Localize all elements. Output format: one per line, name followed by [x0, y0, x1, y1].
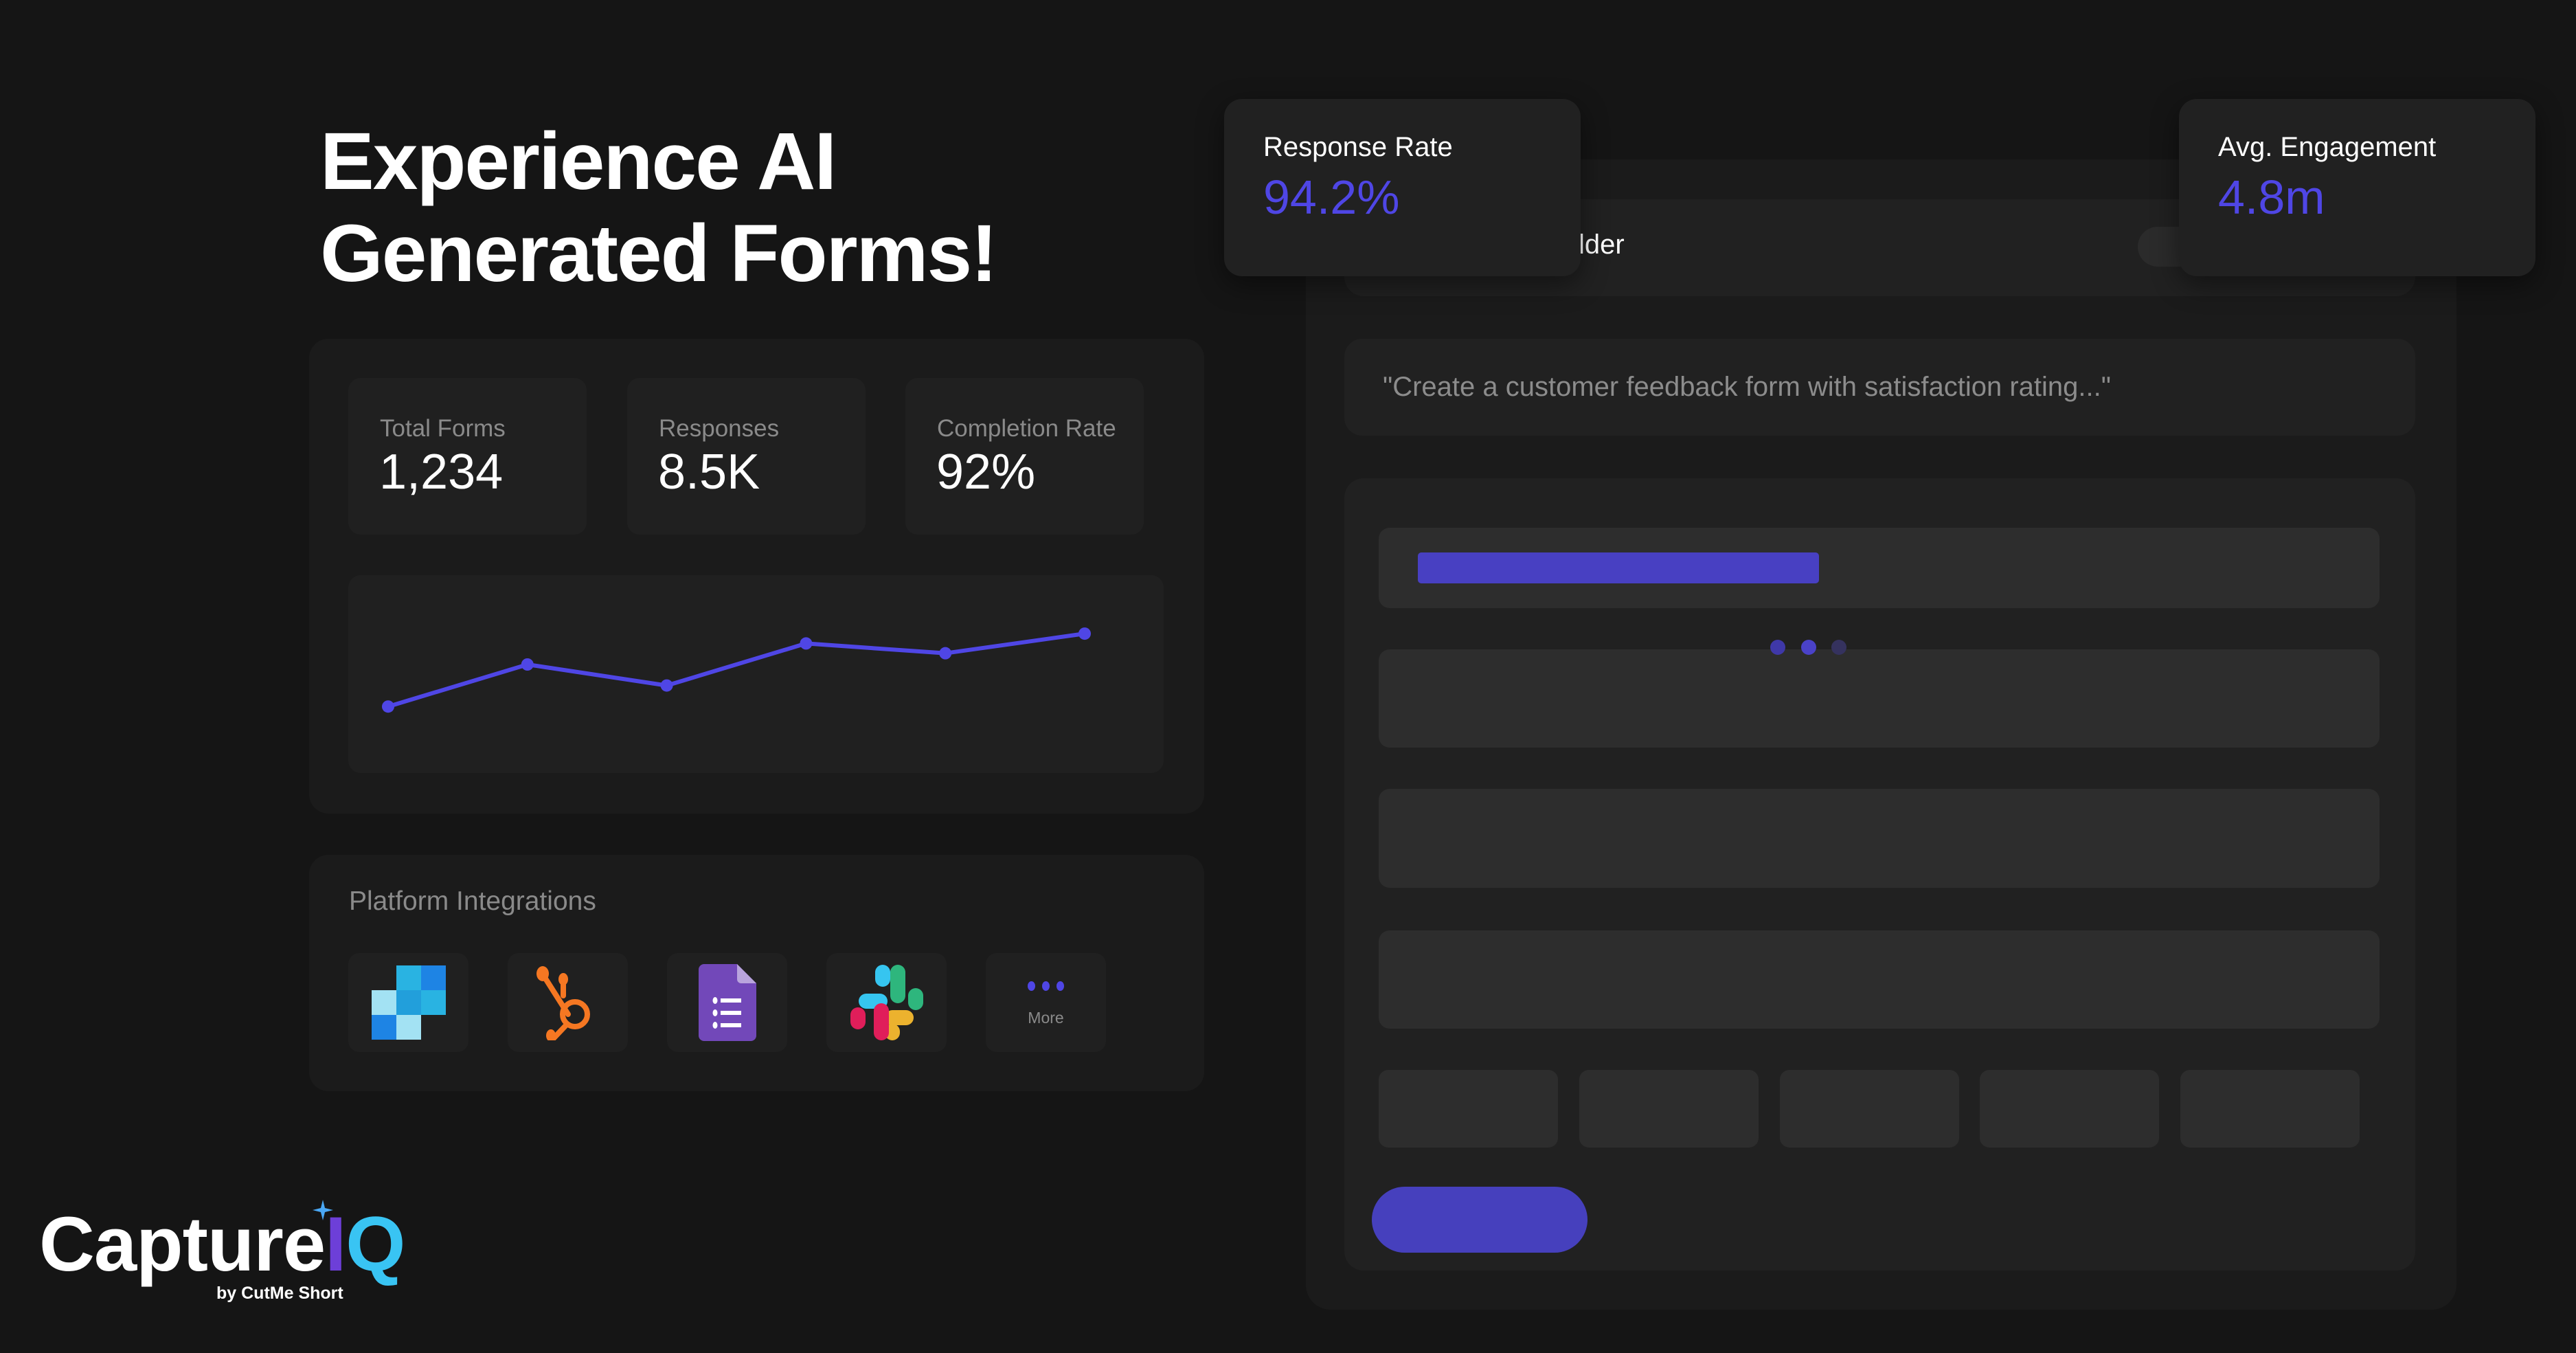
more-dots-icon — [1028, 981, 1064, 991]
stat-card-completion-rate: Completion Rate 92% — [905, 378, 1144, 535]
generation-progress-bar — [1418, 552, 1819, 583]
hubspot-icon — [536, 966, 590, 1040]
chart-data-point — [939, 647, 952, 660]
rating-option[interactable] — [1379, 1070, 1558, 1148]
rating-option[interactable] — [1980, 1070, 2159, 1148]
chart-data-point — [521, 658, 534, 671]
rating-option[interactable] — [1579, 1070, 1759, 1148]
rating-option[interactable] — [2180, 1070, 2360, 1148]
integration-tile-more[interactable]: More — [986, 953, 1106, 1052]
prompt-text: "Create a customer feedback form with sa… — [1383, 372, 2111, 402]
stat-card-responses: Responses 8.5K — [627, 378, 866, 535]
stat-value: 1,234 — [379, 445, 504, 500]
stat-card-total-forms: Total Forms 1,234 — [348, 378, 587, 535]
slack-icon — [850, 965, 923, 1040]
more-label: More — [1028, 1008, 1064, 1027]
loading-dot — [1770, 640, 1785, 655]
integration-tile-hubspot[interactable] — [508, 953, 628, 1052]
metric-card-response-rate: Response Rate 94.2% — [1224, 99, 1581, 276]
google-forms-icon — [698, 964, 756, 1041]
stat-value: 8.5K — [658, 445, 760, 500]
logo-word-i: I — [325, 1201, 346, 1287]
hero-title-line-2: Generated Forms! — [320, 208, 997, 299]
stat-label: Responses — [659, 415, 780, 442]
chart-data-point — [800, 637, 813, 650]
form-field[interactable] — [1379, 789, 2380, 888]
stat-label: Total Forms — [380, 415, 506, 442]
hero-title: Experience AI Generated Forms! — [320, 115, 1213, 300]
chart-data-point — [1078, 627, 1091, 640]
submit-button[interactable] — [1372, 1187, 1588, 1253]
rating-option[interactable] — [1780, 1070, 1959, 1148]
integrations-title: Platform Integrations — [349, 886, 596, 916]
chart-data-point — [660, 679, 673, 692]
chart-data-point — [382, 700, 394, 713]
form-field[interactable] — [1379, 930, 2380, 1029]
loading-dot — [1801, 640, 1816, 655]
logo-tagline: by CutMe Short — [216, 1284, 343, 1303]
pixel-grid-icon — [371, 965, 446, 1040]
builder-header-title: lder — [1579, 230, 1625, 260]
hero-title-line-1: Experience AI — [320, 116, 837, 207]
stat-label: Completion Rate — [937, 415, 1116, 442]
metric-value: 94.2% — [1263, 170, 1400, 224]
integration-tile-blue-squares[interactable] — [348, 953, 468, 1052]
line-chart-svg — [382, 627, 1091, 713]
logo-wordmark: CaptureIQ — [39, 1200, 405, 1289]
form-field[interactable] — [1379, 649, 2380, 748]
integration-tile-slack[interactable] — [826, 953, 947, 1052]
metric-label: Avg. Engagement — [2218, 132, 2437, 162]
line-chart — [348, 575, 1164, 773]
captureiq-logo: CaptureIQ by CutMe Short — [39, 1200, 405, 1310]
sparkle-icon — [313, 1200, 333, 1220]
logo-word-q: Q — [346, 1201, 405, 1287]
metric-value: 4.8m — [2218, 170, 2325, 224]
integration-tile-google-forms[interactable] — [667, 953, 787, 1052]
loading-dot — [1831, 640, 1846, 655]
metric-card-avg-engagement: Avg. Engagement 4.8m — [2179, 99, 2535, 276]
logo-word-capture: Capture — [39, 1201, 326, 1287]
metric-label: Response Rate — [1263, 132, 1453, 162]
stat-value: 92% — [936, 445, 1036, 500]
prompt-input[interactable]: "Create a customer feedback form with sa… — [1344, 339, 2415, 436]
